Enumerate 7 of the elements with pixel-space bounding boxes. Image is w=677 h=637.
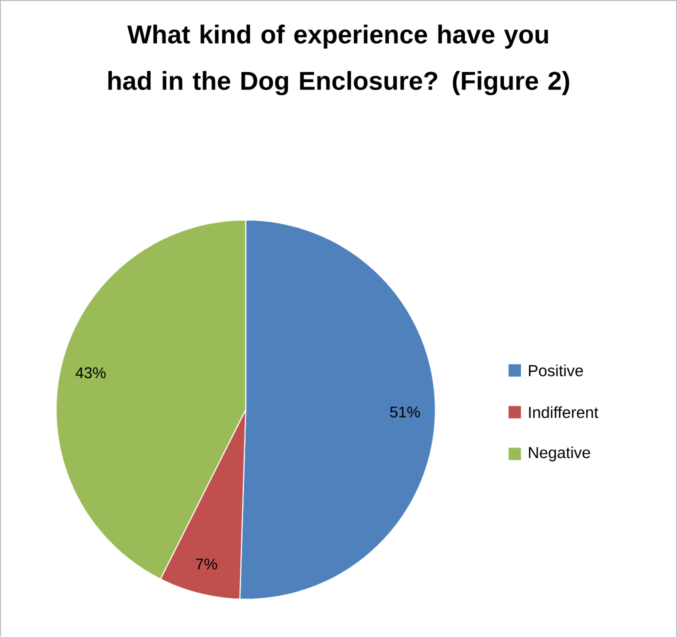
data-label: 51% xyxy=(390,406,420,418)
chart-title: What kind of experience have you had in the Dog Enclosure? (Figure 2) xyxy=(108,24,570,96)
legend-label: Negative xyxy=(528,446,590,462)
legend-label: Indifferent xyxy=(529,406,598,418)
data-label: 7% xyxy=(196,558,218,570)
legend-label: Positive xyxy=(528,364,583,376)
data-label: 43% xyxy=(76,367,106,378)
